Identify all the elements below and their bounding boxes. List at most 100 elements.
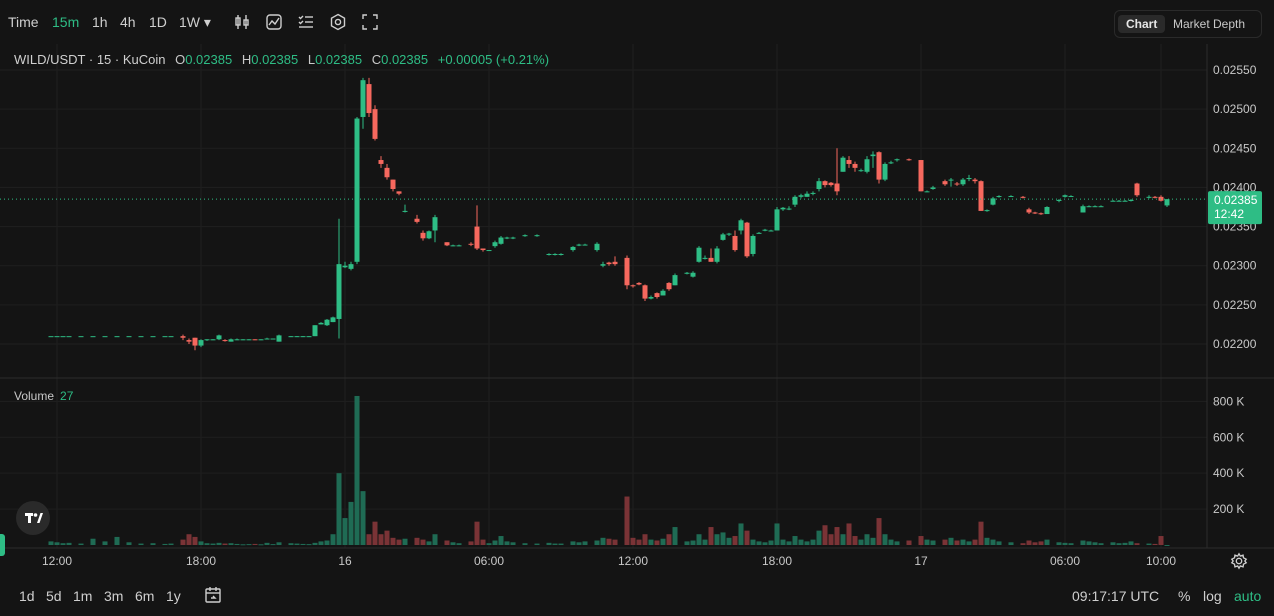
tradingview-logo[interactable] [16,501,50,535]
candle-body [426,231,432,239]
volume-bar [1110,542,1116,545]
candle-body [330,317,336,323]
candle [300,336,306,338]
fullscreen-icon[interactable] [360,12,380,32]
chart-settings-icon[interactable] [1230,552,1248,570]
candle [510,236,516,240]
volume-bar [246,544,252,546]
candle [288,336,294,338]
candle [804,191,810,197]
candle [696,246,702,263]
open-label: O [175,52,186,67]
volume-bar [420,539,426,545]
candle-body [696,247,702,262]
candle [918,160,924,192]
volume-legend: Volume 27 [14,389,73,403]
price-tick-label: 0.02300 [1213,259,1257,273]
volume-bar [768,540,774,545]
interval-1d[interactable]: 1D [149,14,167,30]
auto-toggle[interactable]: auto [1234,588,1262,604]
candle-body [684,272,690,274]
candle-body [1086,206,1092,208]
candle-body [60,336,66,338]
candle [750,234,756,257]
candle [972,178,978,184]
range-1y[interactable]: 1y [166,588,181,604]
volume-bar [288,543,294,545]
volume-bar [294,543,300,545]
candle [432,214,438,243]
candle [840,156,846,172]
candle-body [810,192,816,194]
percent-toggle[interactable]: % [1178,588,1191,604]
range-1m[interactable]: 1m [73,588,93,604]
interval-15m[interactable]: 15m [52,14,80,30]
volume-bar [372,521,378,545]
candle [330,316,336,323]
candle [582,243,588,246]
settings-list-icon[interactable] [296,12,316,32]
interval-1w-dropdown[interactable]: 1W ▾ [179,14,211,30]
volume-bar [798,539,804,545]
interval-1h[interactable]: 1h [92,14,108,30]
settings-gear-icon[interactable] [328,12,348,32]
utc-clock[interactable]: 09:17:17 UTC [1072,588,1160,604]
candle [444,242,450,247]
volume-bar [402,538,408,545]
tab-market-depth[interactable]: Market Depth [1173,17,1246,31]
candle [468,242,474,247]
interval-4h[interactable]: 4h [120,14,136,30]
range-1d[interactable]: 1d [19,588,35,604]
candle-type-icon[interactable] [232,12,252,32]
candle [186,338,192,344]
candle-body [576,244,582,246]
volume-bar [612,539,618,545]
candle [126,336,132,338]
candle-body [456,245,462,247]
volume-bar [450,542,456,545]
tab-chart[interactable]: Chart [1118,15,1166,33]
top-toolbar: Time 15m 1h 4h 1D 1W ▾ Chart Market Dept… [0,0,1274,44]
log-toggle[interactable]: log [1203,588,1222,604]
indicators-icon[interactable] [264,12,284,32]
candle [312,325,318,337]
volume-bar [126,542,132,545]
candle-body [486,250,492,252]
candle [54,336,60,338]
candle-body [750,235,756,254]
volume-bar [234,543,240,545]
candle [426,230,432,240]
candle-body [66,336,72,338]
range-5d[interactable]: 5d [46,588,62,604]
volume-bar [660,538,666,545]
volume-axis: 800 K 600 K 400 K 200 K [1213,394,1244,516]
candle [324,318,330,326]
candle [318,322,324,325]
range-6m[interactable]: 6m [135,588,155,604]
candle-body [720,234,726,240]
volume-bar [600,537,606,545]
candle [162,336,168,338]
volume-bar [990,539,996,545]
volume-bar [1098,543,1104,545]
price-chart[interactable]: 0.025500.025000.024500.024000.023500.023… [0,44,1274,576]
candle [834,148,840,196]
candle-body [570,246,576,251]
candle-body [1134,183,1140,196]
volume-bar [522,543,528,545]
candle [594,242,600,252]
candle-body [228,339,234,342]
volume-bar [726,537,732,545]
volume-bar [1068,543,1074,545]
candle-body [744,222,750,257]
ohlc-legend: WILD/USDT · 15 · KuCoin O0.02385 H0.0238… [14,52,549,67]
volume-bar [114,536,120,545]
side-panel-handle[interactable] [0,534,5,556]
candle [492,240,498,248]
volume-bar [972,539,978,545]
volume-bar [306,544,312,546]
candle [60,336,66,338]
volume-bar [468,541,474,545]
range-3m[interactable]: 3m [104,588,124,604]
date-range-icon[interactable] [203,585,223,605]
